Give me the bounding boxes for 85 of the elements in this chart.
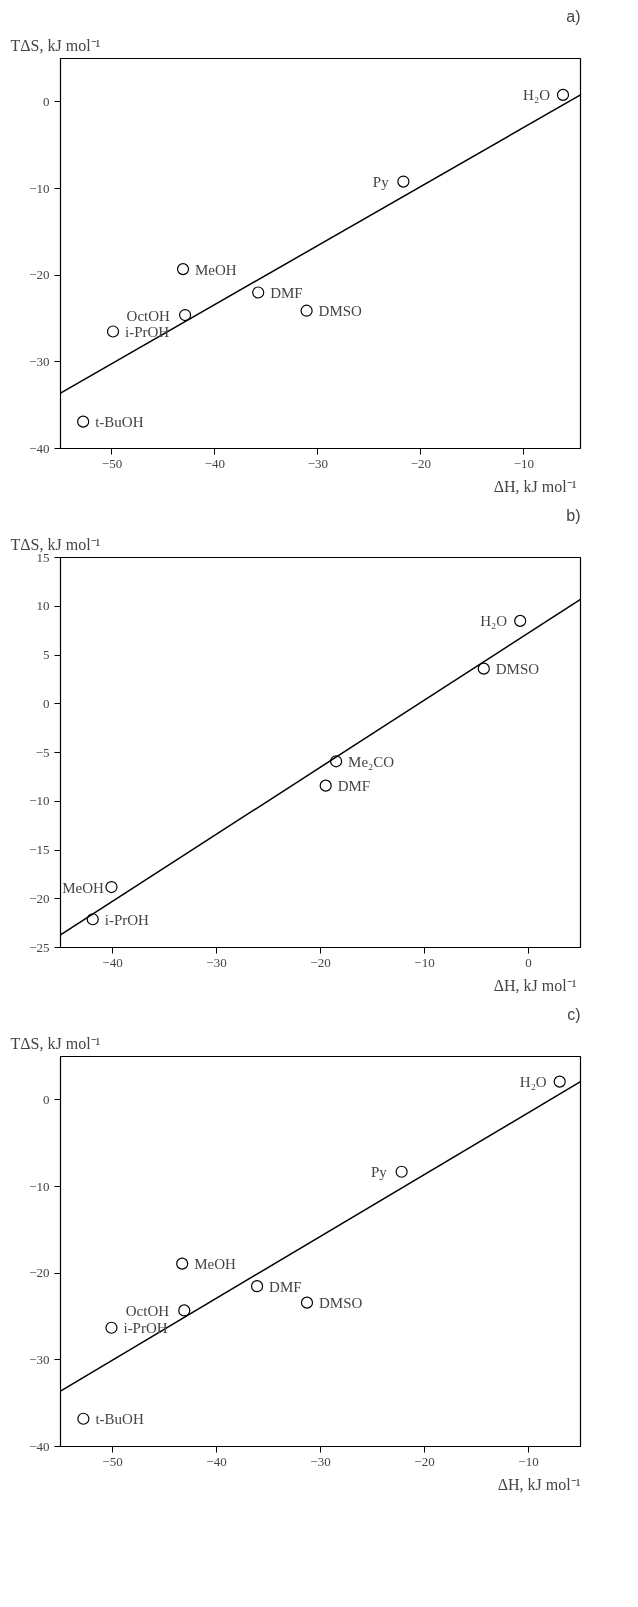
- point: [176, 1257, 189, 1270]
- y-tick-label: −5: [35, 744, 50, 760]
- annotation: DMF: [337, 778, 371, 795]
- point: [250, 1280, 264, 1293]
- annotation: OctOH: [125, 1302, 170, 1319]
- y-axis-title: TΔS, kJ mol⁻¹: [10, 36, 101, 54]
- y-tick-label: −20: [29, 267, 50, 283]
- y-tick-label: 0: [43, 695, 50, 711]
- x-tick-label: −40: [102, 954, 123, 970]
- annotation: DMSO: [318, 1295, 363, 1312]
- y-tick-label: −40: [29, 440, 50, 456]
- point: [300, 1296, 314, 1309]
- annotation: MeOH: [194, 1256, 237, 1273]
- y-tick-label: −10: [29, 180, 50, 196]
- point: [397, 175, 410, 188]
- y-tick-label: 0: [43, 1091, 50, 1107]
- y-tick-label: −25: [29, 939, 50, 955]
- x-tick-label: −30: [310, 1453, 331, 1469]
- point: [252, 286, 265, 299]
- point: [300, 304, 313, 317]
- point: [105, 1321, 118, 1334]
- y-tick-label: 5: [43, 647, 50, 662]
- x-tick-label: −20: [414, 1453, 435, 1469]
- annotation: DMF: [270, 285, 303, 301]
- y-axis-title: TΔS, kJ mol⁻¹: [10, 535, 101, 553]
- point: [77, 1412, 90, 1425]
- point: [395, 1165, 408, 1178]
- annotation: t-BuOH: [95, 1411, 144, 1428]
- annotation: Py: [372, 174, 390, 191]
- y-tick-label: −10: [29, 793, 50, 809]
- point: [477, 662, 490, 675]
- x-tick-label: −50: [102, 1453, 123, 1469]
- y-tick-label: 10: [36, 598, 50, 614]
- annotation: MeOH: [62, 879, 105, 896]
- annotation: i-PrOH: [125, 324, 170, 340]
- annotation: Py: [371, 1164, 388, 1181]
- y-tick-label: 0: [43, 93, 50, 109]
- annotation: DMF: [269, 1278, 302, 1295]
- x-tick-label: −50: [101, 455, 123, 471]
- y-tick-label: −20: [29, 1265, 50, 1281]
- point: [178, 308, 192, 322]
- x-tick-label: 0: [525, 954, 532, 970]
- y-tick-label: −30: [29, 353, 50, 369]
- annotation: i-PrOH: [104, 911, 150, 928]
- point: [106, 325, 120, 338]
- annotation: H₂O: [523, 87, 551, 104]
- x-axis-title: ΔH, kJ mol⁻¹: [497, 1475, 581, 1493]
- point: [556, 88, 570, 101]
- point: [77, 415, 90, 428]
- x-tick-label: −20: [310, 954, 331, 970]
- annotation: i-PrOH: [123, 1320, 168, 1337]
- point: [319, 779, 332, 792]
- chart-title: a): [566, 7, 581, 25]
- annotation: t-BuOH: [95, 414, 144, 431]
- point: [178, 1304, 191, 1317]
- point: [553, 1075, 566, 1088]
- annotation: DMSO: [318, 303, 363, 320]
- y-tick-label: −15: [29, 842, 50, 857]
- annotation: Me₂CO: [348, 753, 395, 770]
- chart-title: b): [566, 506, 581, 524]
- x-tick-label: −10: [518, 1453, 539, 1469]
- x-tick-label: −40: [206, 1453, 227, 1469]
- x-tick-label: −20: [410, 455, 432, 471]
- annotation: H₂O: [519, 1074, 547, 1091]
- x-tick-label: −40: [204, 455, 226, 471]
- y-tick-label: −10: [29, 1178, 50, 1194]
- y-axis-title: TΔS, kJ mol⁻¹: [10, 1034, 101, 1052]
- point: [514, 614, 527, 627]
- y-tick-label: −40: [29, 1438, 50, 1454]
- x-axis-title: ΔH, kJ mol⁻¹: [493, 477, 577, 495]
- chart-title: c): [567, 1005, 581, 1023]
- annotation: H₂O: [480, 613, 508, 630]
- point: [105, 880, 118, 894]
- annotation: OctOH: [126, 307, 171, 324]
- x-axis-title: ΔH, kJ mol⁻¹: [493, 976, 577, 994]
- point: [86, 913, 99, 926]
- x-tick-label: −10: [414, 954, 435, 970]
- point: [176, 263, 190, 276]
- annotation: DMSO: [495, 661, 540, 678]
- annotation: MeOH: [195, 261, 237, 278]
- x-tick-label: −30: [206, 954, 227, 970]
- x-tick-label: −30: [307, 455, 329, 471]
- y-tick-label: −30: [29, 1351, 50, 1367]
- y-tick-label: −20: [29, 890, 50, 906]
- x-tick-label: −10: [513, 455, 535, 471]
